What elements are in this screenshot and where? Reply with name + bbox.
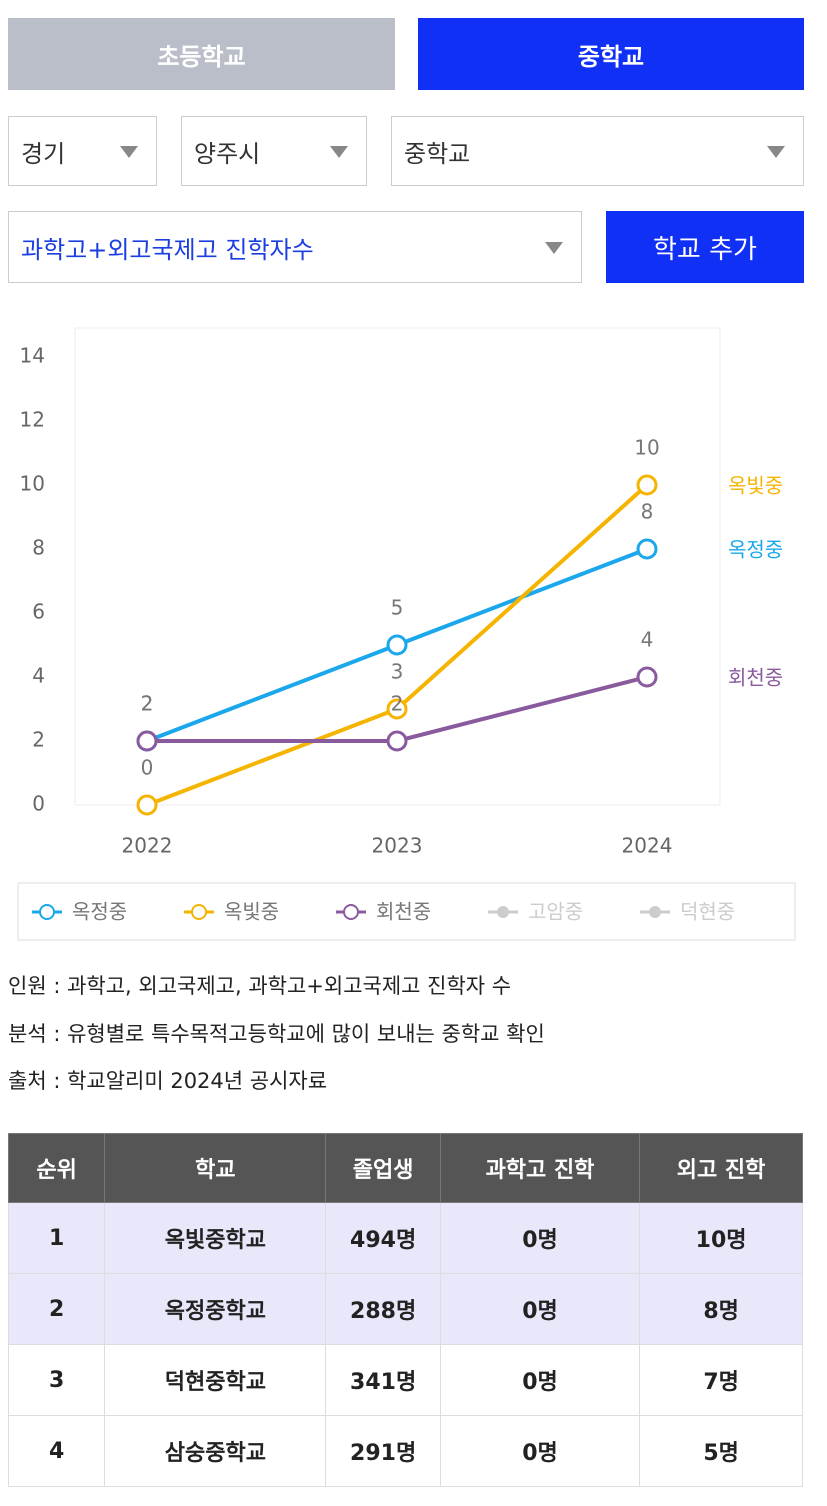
table-cell: 삼숭중학교 bbox=[104, 1415, 327, 1487]
point bbox=[386, 730, 408, 752]
table-cell: 8명 bbox=[639, 1273, 803, 1345]
y-tick-label: 8 bbox=[32, 536, 45, 560]
point bbox=[136, 794, 158, 816]
dropdown-text: 과학고+외고국제고 진학자수 bbox=[21, 235, 314, 264]
table-cell: 0명 bbox=[439, 1344, 641, 1416]
data-label: 10 bbox=[634, 436, 659, 460]
y-tick-label: 12 bbox=[20, 408, 45, 432]
table-cell: 10명 bbox=[639, 1202, 803, 1274]
table-cell: 0명 bbox=[439, 1415, 641, 1487]
point bbox=[636, 538, 658, 560]
column-header: 순위 bbox=[7, 1133, 106, 1203]
y-tick-label: 10 bbox=[20, 472, 45, 496]
point bbox=[636, 666, 658, 688]
data-label: 2 bbox=[141, 692, 154, 716]
table-row: 1 옥빛중학교 494명 0명 10명 bbox=[7, 1202, 803, 1274]
point bbox=[636, 474, 658, 496]
table-row: 2 옥정중학교 288명 0명 8명 bbox=[7, 1273, 803, 1345]
table-cell: 4 bbox=[7, 1415, 106, 1487]
table-cell: 옥빛중학교 bbox=[104, 1202, 327, 1274]
table-cell: 291명 bbox=[325, 1415, 441, 1487]
y-tick-label: 0 bbox=[32, 792, 45, 816]
legend-marker bbox=[39, 904, 55, 920]
y-tick-label: 6 bbox=[32, 600, 45, 624]
legend-label[interactable]: 옥빛중 bbox=[224, 900, 279, 924]
table-cell: 288명 bbox=[325, 1273, 441, 1345]
table-cell: 7명 bbox=[639, 1344, 803, 1416]
ranking-table: 순위 학교 졸업생 과학고 진학 외고 진학 1 옥빛중학교 494명 0명 10명 2 옥정중학교 2… bbox=[7, 1133, 803, 1487]
data-label: 3 bbox=[391, 660, 404, 684]
legend-marker bbox=[191, 904, 207, 920]
point bbox=[136, 730, 158, 752]
note: 출처 : 학교알리미 2024년 공시자료 bbox=[8, 1069, 328, 1093]
metric-dropdown[interactable]: 과학고+외고국제고 진학자수 bbox=[8, 211, 582, 283]
column-header: 졸업생 bbox=[325, 1133, 441, 1203]
table-row: 3 덕현중학교 341명 0명 7명 bbox=[7, 1344, 803, 1416]
table-cell: 0명 bbox=[439, 1273, 641, 1345]
legend-label[interactable]: 덕현중 bbox=[680, 900, 735, 924]
column-header: 과학고 진학 bbox=[439, 1133, 641, 1203]
table-cell: 5명 bbox=[639, 1415, 803, 1487]
x-tick-label: 2024 bbox=[622, 834, 673, 858]
dropdown[interactable]: 경기 bbox=[8, 116, 157, 186]
legend-label[interactable]: 회천중 bbox=[376, 900, 431, 924]
table-cell: 옥정중학교 bbox=[104, 1273, 327, 1345]
column-header: 학교 bbox=[104, 1133, 327, 1203]
series-end-label: 옥정중 bbox=[728, 538, 783, 562]
tab[interactable]: 중학교 bbox=[418, 18, 804, 90]
add-button[interactable]: 학교 추가 bbox=[606, 211, 804, 283]
legend-label[interactable]: 고암중 bbox=[528, 900, 583, 924]
dropdown[interactable]: 중학교 bbox=[391, 116, 804, 186]
point bbox=[386, 698, 408, 720]
data-label: 0 bbox=[141, 756, 154, 780]
dropdown-text: 양주시 bbox=[194, 139, 261, 168]
legend-marker bbox=[649, 906, 661, 918]
legend-marker bbox=[497, 906, 509, 918]
series-end-label: 회천중 bbox=[728, 666, 783, 690]
table-cell: 0명 bbox=[439, 1202, 641, 1274]
plot-area bbox=[74, 327, 721, 806]
y-tick-label: 2 bbox=[32, 728, 45, 752]
series-end-label: 옥빛중 bbox=[728, 474, 783, 498]
tab[interactable]: 초등학교 bbox=[8, 18, 395, 90]
legend-label[interactable]: 옥정중 bbox=[72, 900, 127, 924]
note: 인원 : 과학고, 외고국제고, 과학고+외고국제고 진학자 수 bbox=[8, 974, 512, 998]
dropdown-text: 중학교 bbox=[404, 139, 471, 168]
x-tick-label: 2023 bbox=[372, 834, 423, 858]
data-label: 2 bbox=[141, 692, 154, 716]
dropdown[interactable]: 양주시 bbox=[181, 116, 367, 186]
data-label: 5 bbox=[391, 596, 404, 620]
column-header: 외고 진학 bbox=[639, 1133, 803, 1203]
data-label: 4 bbox=[641, 628, 654, 652]
point bbox=[386, 634, 408, 656]
data-label: 2 bbox=[391, 692, 404, 716]
table-cell: 3 bbox=[7, 1344, 106, 1416]
legend-marker bbox=[343, 904, 359, 920]
y-tick-label: 4 bbox=[32, 664, 45, 688]
table-cell: 341명 bbox=[325, 1344, 441, 1416]
table-cell: 2 bbox=[7, 1273, 106, 1345]
y-tick-label: 14 bbox=[20, 344, 45, 368]
x-tick-label: 2022 bbox=[122, 834, 173, 858]
data-label: 8 bbox=[641, 500, 654, 524]
table-cell: 494명 bbox=[325, 1202, 441, 1274]
dropdown-text: 경기 bbox=[21, 139, 66, 168]
table-cell: 1 bbox=[7, 1202, 106, 1274]
note: 분석 : 유형별로 특수목적고등학교에 많이 보내는 중학교 확인 bbox=[8, 1022, 545, 1046]
table-row: 4 삼숭중학교 291명 0명 5명 bbox=[7, 1415, 803, 1487]
table-cell: 덕현중학교 bbox=[104, 1344, 327, 1416]
